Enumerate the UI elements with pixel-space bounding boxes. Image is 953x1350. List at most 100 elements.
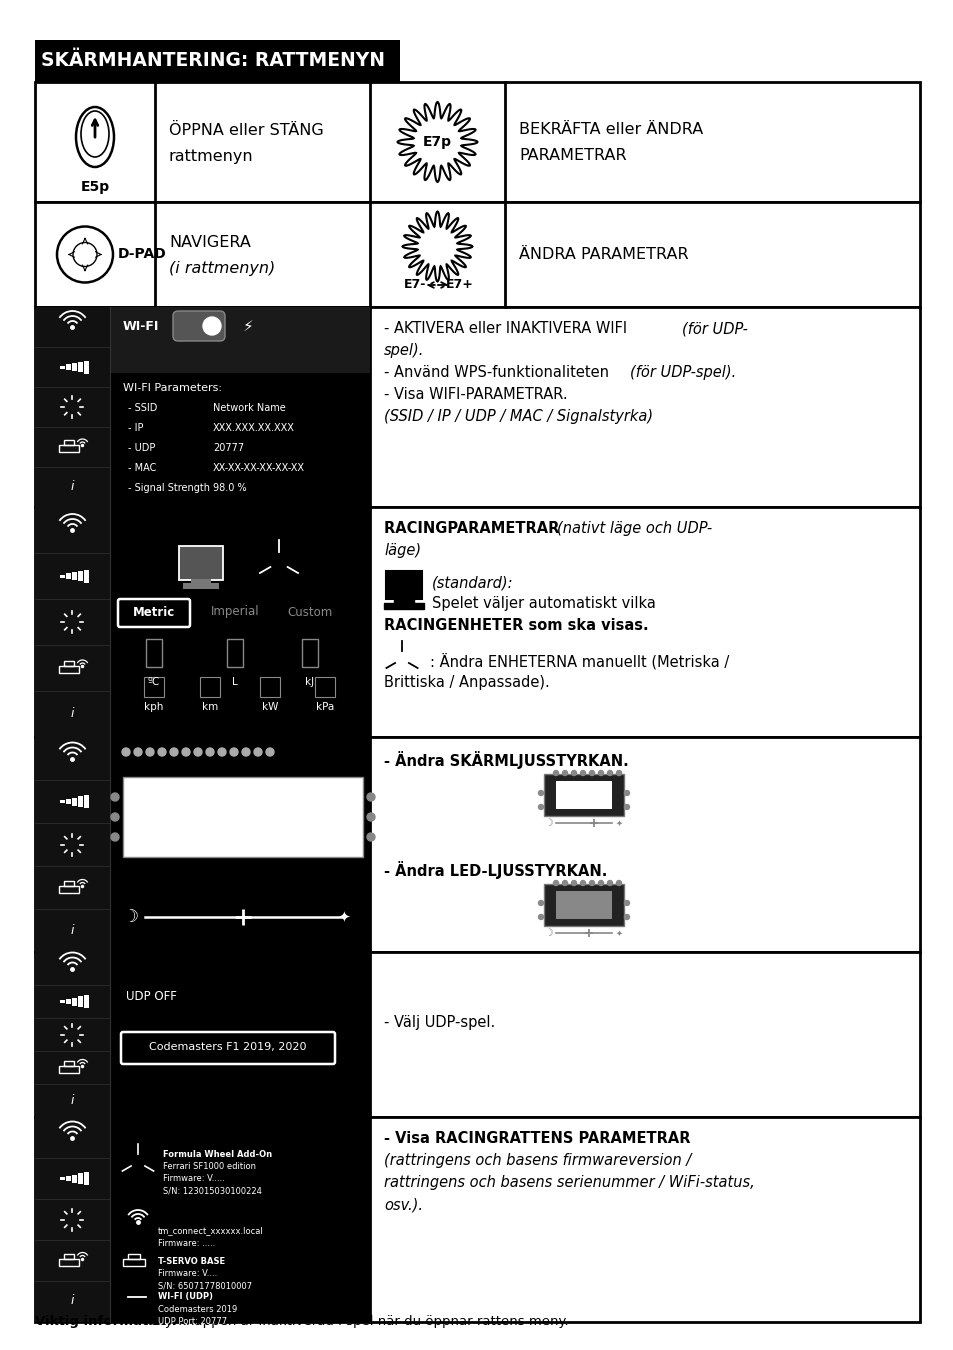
Circle shape — [624, 805, 629, 810]
Text: tm_connect_xxxxxx.local: tm_connect_xxxxxx.local — [158, 1226, 263, 1235]
Bar — [72, 998, 77, 1006]
Circle shape — [111, 792, 119, 801]
Bar — [59, 886, 79, 892]
Bar — [60, 1177, 66, 1180]
Text: - UDP: - UDP — [128, 443, 155, 454]
Circle shape — [537, 900, 543, 906]
Text: E5p: E5p — [80, 180, 110, 194]
Text: ⚡: ⚡ — [242, 319, 253, 333]
Text: - IP: - IP — [128, 423, 143, 433]
Bar — [128, 1254, 140, 1260]
Ellipse shape — [76, 107, 113, 167]
Text: T-SERVO BASE: T-SERVO BASE — [158, 1257, 225, 1266]
Text: kph: kph — [144, 702, 164, 711]
Circle shape — [146, 748, 153, 756]
Bar — [314, 676, 335, 697]
Circle shape — [589, 771, 594, 775]
Text: Custom: Custom — [287, 606, 333, 618]
Text: Metric: Metric — [132, 606, 175, 618]
Text: S/N: 65071778010007: S/N: 65071778010007 — [158, 1281, 252, 1291]
Bar — [35, 508, 370, 737]
Text: WI-FI: WI-FI — [123, 320, 159, 332]
Circle shape — [367, 792, 375, 801]
Text: SKÄRMHANTERING: RATTMENYN: SKÄRMHANTERING: RATTMENYN — [41, 51, 385, 70]
Bar — [78, 796, 84, 807]
Bar — [59, 446, 79, 452]
Text: kJ: kJ — [305, 676, 314, 687]
Text: osv.).: osv.). — [384, 1197, 422, 1212]
Text: D-PAD: D-PAD — [118, 247, 167, 262]
Text: ✦: ✦ — [615, 818, 622, 828]
Circle shape — [206, 748, 213, 756]
Circle shape — [607, 771, 612, 775]
Text: Firmware: V....: Firmware: V.... — [158, 1269, 217, 1278]
Bar — [146, 639, 162, 667]
Circle shape — [624, 791, 629, 795]
Text: Viktig information:: Viktig information: — [35, 1315, 176, 1328]
Text: i: i — [71, 923, 74, 937]
Polygon shape — [402, 212, 472, 282]
Bar — [65, 1254, 74, 1258]
Text: (standard):: (standard): — [432, 576, 513, 591]
Circle shape — [571, 771, 576, 775]
Text: E7+: E7+ — [445, 278, 473, 292]
Bar — [260, 676, 280, 697]
Text: (nativt läge och UDP-: (nativt läge och UDP- — [557, 521, 711, 536]
Bar — [123, 778, 363, 857]
Bar — [60, 801, 66, 803]
Text: Imperial: Imperial — [211, 606, 259, 618]
Bar — [200, 676, 220, 697]
Circle shape — [537, 791, 543, 795]
Text: (rattringens och basens firmwareversion /: (rattringens och basens firmwareversion … — [384, 1153, 691, 1168]
Circle shape — [133, 748, 142, 756]
Circle shape — [203, 317, 221, 335]
Bar — [78, 1173, 84, 1184]
Text: - Signal Strength: - Signal Strength — [128, 483, 210, 493]
Text: ÖPPNA eller STÄNG: ÖPPNA eller STÄNG — [169, 123, 323, 138]
Bar — [72, 1174, 77, 1183]
Bar — [85, 1172, 90, 1185]
Bar — [35, 1116, 370, 1322]
Text: XX-XX-XX-XX-XX-XX: XX-XX-XX-XX-XX-XX — [213, 463, 305, 472]
Text: E7-: E7- — [404, 278, 426, 292]
Text: Brittiska / Anpassade).: Brittiska / Anpassade). — [384, 675, 549, 690]
Bar — [386, 571, 421, 599]
Bar — [227, 639, 243, 667]
Text: rattringens och basens serienummer / WiFi-status,: rattringens och basens serienummer / WiF… — [384, 1174, 754, 1189]
FancyBboxPatch shape — [121, 1031, 335, 1064]
Text: ✦: ✦ — [615, 929, 622, 937]
Circle shape — [616, 771, 620, 775]
Text: ☽: ☽ — [544, 818, 553, 828]
Circle shape — [122, 748, 130, 756]
Bar — [35, 737, 919, 952]
Circle shape — [579, 880, 585, 886]
Text: Network Name: Network Name — [213, 404, 286, 413]
Bar — [67, 574, 71, 579]
Bar — [35, 1116, 110, 1322]
Circle shape — [579, 771, 585, 775]
Bar — [78, 362, 84, 373]
Bar — [35, 306, 110, 508]
Bar — [60, 366, 66, 369]
Text: i: i — [71, 481, 74, 493]
Bar — [35, 952, 919, 1116]
Text: E7p: E7p — [422, 135, 452, 148]
Bar — [85, 360, 90, 374]
Text: - Använd WPS-funktionaliteten: - Använd WPS-funktionaliteten — [384, 364, 613, 379]
Circle shape — [111, 833, 119, 841]
Bar — [123, 1260, 145, 1266]
Circle shape — [553, 771, 558, 775]
Text: : Ändra ENHETERNA manuellt (Metriska /: : Ändra ENHETERNA manuellt (Metriska / — [430, 653, 728, 670]
Circle shape — [158, 748, 166, 756]
Circle shape — [607, 880, 612, 886]
Text: kPa: kPa — [315, 702, 334, 711]
Bar — [59, 666, 79, 674]
Bar — [78, 571, 84, 582]
Circle shape — [589, 880, 594, 886]
Bar — [35, 737, 370, 952]
Bar — [65, 662, 74, 666]
Bar — [72, 363, 77, 371]
Text: Ferrari SF1000 edition: Ferrari SF1000 edition — [163, 1162, 255, 1170]
Text: spel).: spel). — [384, 343, 424, 358]
Circle shape — [624, 900, 629, 906]
